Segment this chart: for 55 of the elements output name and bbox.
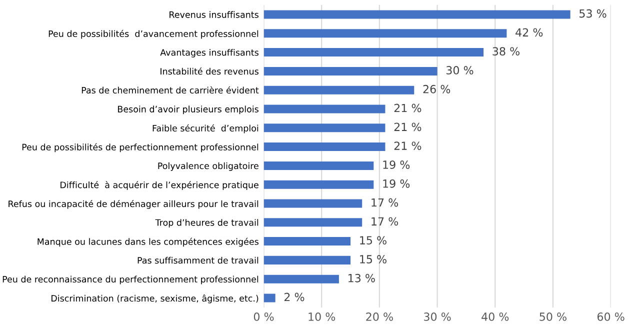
x-tick-label: 60 % [597,312,624,321]
y-tick-label: Trop d’heures de travail [155,219,258,228]
bar [264,48,484,57]
data-label: 17 % [372,217,398,226]
y-tick-label: Pas de cheminement de carrière évident [82,86,259,94]
y-tick-label: Peu de reconnaissance du perfectionnement professionnel [2,276,258,284]
data-label: 2 % [284,292,304,302]
y-tick-label: Difficulté à acquérir de l’expérience pratique [60,181,258,190]
x-tick-label: 20 % [366,312,393,321]
data-label: 15 % [360,255,386,264]
x-tick-label: 10 % [308,312,336,321]
bar [264,86,414,94]
data-label: 13 % [348,274,375,282]
bar [264,218,362,227]
y-tick-label: Pas suffisamment de travail [138,256,258,264]
y-tick-label: Polyvalence obligatoire [158,162,258,171]
bar [264,237,351,246]
bar [264,256,351,264]
bar [264,199,362,208]
data-label: 53 % [580,9,606,18]
bar [264,66,438,76]
y-tick-label: Instabilité des revenus [160,68,258,75]
data-label: 38 % [492,47,520,56]
bar [264,10,570,19]
y-tick-label: Besoin d’avoir plusieurs emplois [118,106,258,114]
y-tick-label: Avantages insuffisants [160,48,258,58]
bar [264,124,386,132]
y-tick-label: Manque ou lacunes dans les compétences exigées [38,238,258,247]
y-tick-label: Peu de possibilités de perfectionnement professionnel [22,143,258,152]
data-label: 19 % [383,160,410,169]
data-label: 42 % [516,28,543,37]
bar [264,274,339,284]
data-label: 30 % [446,66,474,74]
data-label: 21 % [394,122,422,132]
y-tick-label: Peu de possibilités d’avancement professionnel [48,30,258,39]
data-label: 21 % [394,142,422,150]
y-tick-label: Discrimination (racisme, sexisme, âgisme, etc.) [52,294,258,304]
x-tick-label: 0 % [254,312,274,321]
x-tick-label: 40 % [482,312,509,321]
bar [264,142,386,152]
data-label: 17 % [372,198,398,207]
y-tick-label: Revenus insuffisants [170,11,258,18]
bar [264,104,386,114]
x-tick-label: 50 % [540,312,566,321]
bar [264,294,276,302]
bar [264,161,374,170]
data-label: 19 % [383,179,410,188]
data-label: 21 % [394,104,422,112]
data-label: 26 % [423,84,450,94]
data-label: 15 % [360,236,386,245]
x-tick-label: 30 % [424,312,451,321]
y-tick-label: Refus ou incapacité de déménager ailleurs pour le travail [8,200,258,209]
y-tick-label: Faible sécurité d’emploi [152,124,258,134]
bar [264,180,374,189]
bar [264,29,507,38]
